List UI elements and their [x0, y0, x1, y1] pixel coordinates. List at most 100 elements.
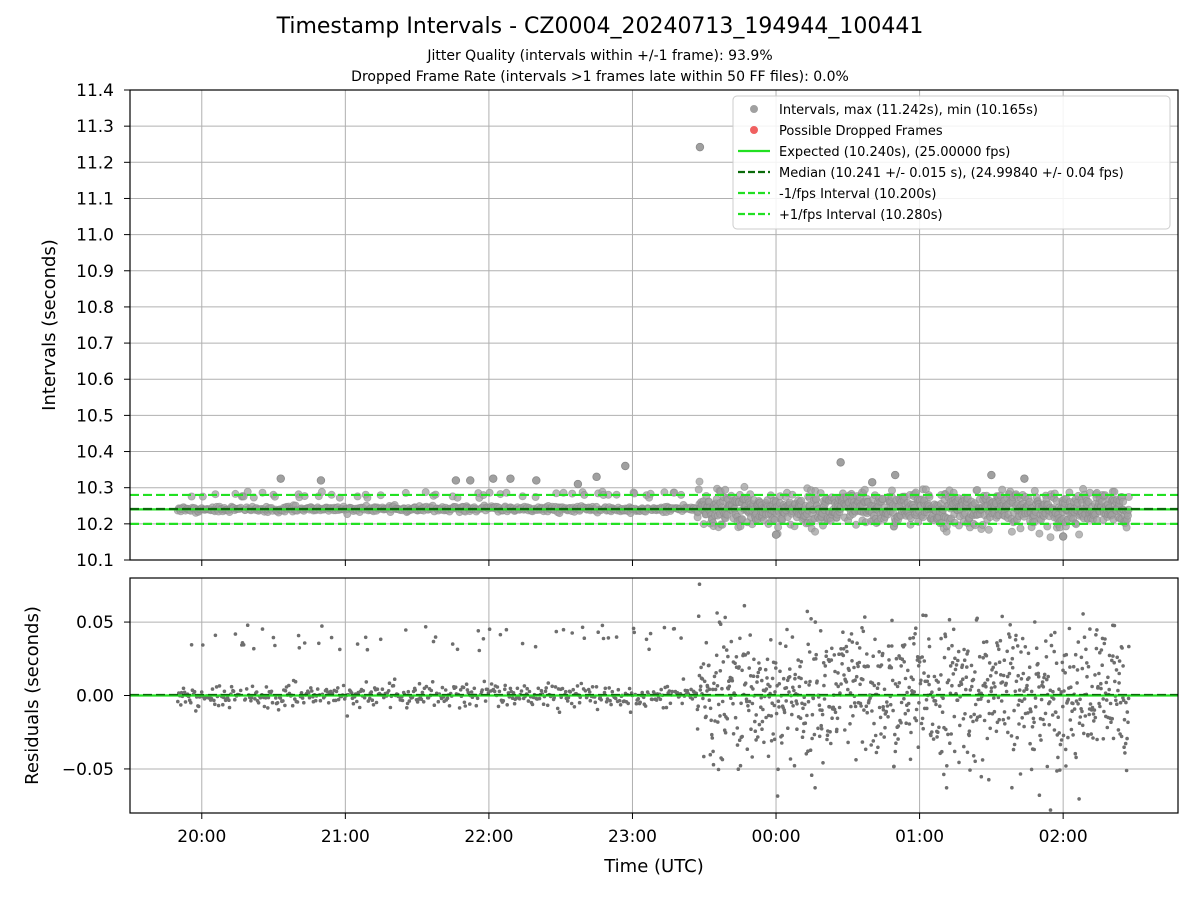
- residual-point: [1033, 620, 1037, 624]
- intervals-y-tick-label: 10.9: [76, 262, 114, 282]
- residual-point: [720, 757, 725, 762]
- residual-point: [1126, 720, 1130, 725]
- residual-point: [938, 704, 942, 708]
- residuals-y-tick-label: 0.05: [76, 613, 114, 633]
- residual-point: [829, 658, 834, 662]
- residual-point: [738, 763, 743, 768]
- residual-point: [930, 722, 935, 727]
- residual-point: [617, 698, 622, 703]
- residual-point: [988, 674, 993, 678]
- interval-point: [984, 525, 993, 534]
- residual-point: [903, 711, 908, 716]
- residual-point: [914, 626, 918, 630]
- residual-point: [1099, 681, 1103, 686]
- residual-point: [909, 730, 913, 735]
- residual-point: [546, 681, 551, 685]
- x-tick-label: 00:00: [752, 827, 801, 847]
- residual-point: [863, 615, 867, 619]
- residual-point: [896, 724, 901, 728]
- residual-point: [733, 661, 737, 666]
- legend-label: -1/fps Interval (10.200s): [779, 187, 936, 202]
- residual-point: [851, 714, 855, 718]
- residual-point: [464, 682, 469, 686]
- residual-point: [962, 647, 966, 652]
- residual-point: [932, 674, 937, 679]
- residual-point: [854, 758, 858, 762]
- residual-point: [1046, 674, 1050, 679]
- residual-point: [944, 727, 948, 732]
- residual-point: [973, 759, 977, 764]
- residual-point: [1036, 661, 1040, 666]
- residual-point: [583, 689, 588, 693]
- residual-point: [998, 638, 1003, 643]
- residual-point: [994, 729, 999, 734]
- residual-point: [512, 701, 517, 706]
- residual-point: [762, 740, 766, 745]
- residual-point: [965, 665, 969, 669]
- residual-point: [860, 740, 865, 744]
- interval-point: [868, 478, 877, 487]
- residual-point: [994, 670, 998, 675]
- residual-point: [941, 696, 945, 701]
- residual-point: [553, 685, 558, 689]
- residual-point: [1075, 668, 1080, 672]
- residual-point: [785, 627, 789, 632]
- residual-point: [926, 674, 931, 679]
- residual-point: [601, 636, 606, 641]
- residual-point: [731, 701, 735, 706]
- residual-point: [882, 735, 886, 739]
- residual-point: [1045, 764, 1050, 769]
- residual-point: [715, 684, 720, 688]
- residual-point: [707, 687, 712, 692]
- residual-point: [1030, 725, 1035, 729]
- residual-point: [821, 661, 826, 665]
- residual-point: [907, 685, 911, 690]
- residual-point: [726, 654, 730, 659]
- residual-point: [1085, 674, 1089, 679]
- residual-point: [533, 644, 538, 649]
- interval-point: [774, 523, 783, 532]
- residual-point: [1121, 698, 1126, 702]
- residual-point: [1069, 727, 1074, 732]
- residual-point: [1109, 720, 1113, 724]
- residual-point: [965, 750, 970, 755]
- residual-point: [1101, 737, 1106, 741]
- residual-point: [813, 620, 818, 624]
- residual-point: [862, 708, 866, 712]
- residual-point: [568, 690, 572, 694]
- residual-point: [1086, 664, 1091, 669]
- residual-point: [1098, 650, 1102, 655]
- residual-point: [823, 673, 827, 678]
- residual-point: [997, 717, 1001, 722]
- residual-point: [1087, 712, 1091, 717]
- residual-point: [644, 637, 649, 642]
- residual-point: [820, 712, 825, 717]
- residual-point: [697, 673, 702, 678]
- residual-point: [1115, 655, 1119, 660]
- residual-point: [527, 689, 532, 694]
- intervals-y-tick-label: 10.5: [76, 406, 114, 426]
- residual-point: [287, 683, 291, 688]
- residual-point: [864, 704, 869, 709]
- residual-point: [713, 719, 717, 723]
- residual-point: [860, 626, 864, 630]
- residual-point: [1043, 711, 1048, 716]
- residual-point: [1075, 681, 1079, 685]
- residual-point: [735, 743, 740, 747]
- residual-point: [757, 661, 761, 665]
- residual-point: [720, 686, 724, 691]
- residual-point: [1104, 680, 1109, 685]
- residual-point: [341, 683, 346, 688]
- residual-point: [834, 682, 838, 686]
- residual-point: [856, 664, 860, 669]
- residual-point: [1110, 716, 1114, 721]
- residual-point: [929, 733, 933, 738]
- residual-point: [789, 700, 794, 705]
- residual-point: [912, 690, 916, 694]
- residual-point: [1029, 709, 1033, 714]
- residual-point: [1051, 697, 1056, 701]
- residual-point: [310, 689, 314, 693]
- residual-point: [748, 674, 753, 678]
- residual-point: [440, 685, 445, 690]
- residual-point: [1117, 659, 1122, 663]
